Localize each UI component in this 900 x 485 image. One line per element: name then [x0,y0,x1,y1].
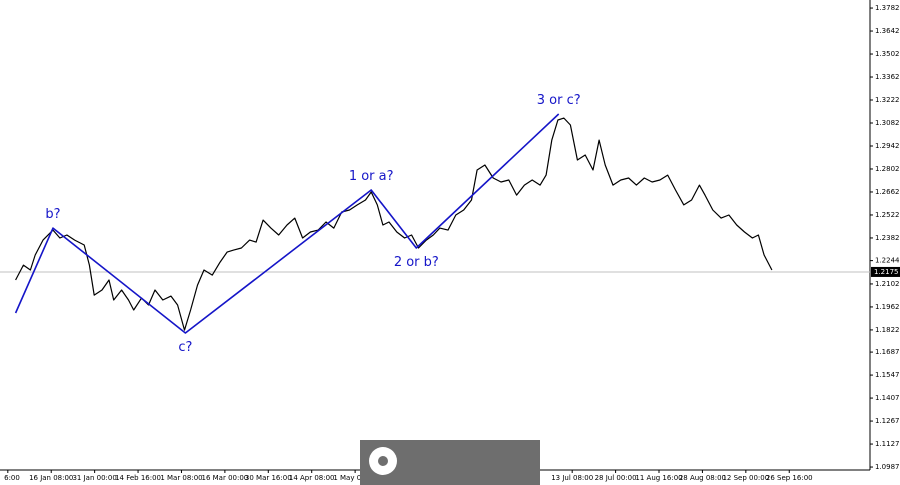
y-tick-label: 1.2244 [875,257,900,265]
wave-label: 2 or b? [394,255,439,270]
wave-label: 3 or c? [537,93,581,108]
price-line [15,117,773,331]
watermark [360,440,540,485]
y-tick-label: 1.3362 [875,73,900,81]
x-tick-label: 1 Mar 08:00 [160,474,202,482]
x-tick-label: 1 May 00:00 [333,474,377,482]
x-tick-label: 31 Jan 00:00 [72,474,116,482]
y-tick-label: 1.1962 [875,303,900,311]
y-tick-label: 1.3502 [875,50,900,58]
x-tick-label: 14 Feb 16:00 [115,474,161,482]
x-tick-label: 14 Apr 08:00 [289,474,335,482]
current-price-label: 1.2175 [874,268,899,276]
y-tick-label: 1.1127 [875,440,900,448]
logo-icon-hole [378,456,388,466]
y-tick-label: 1.1407 [875,394,900,402]
y-tick-label: 1.2942 [875,142,900,150]
x-tick-label: 12 Sep 00:00 [722,474,769,482]
y-tick-label: 1.3782 [875,4,900,12]
x-tick-label: 30 Mar 16:00 [245,474,292,482]
y-tick-label: 1.3642 [875,27,900,35]
current-price-box [871,266,900,277]
wave-line [14,113,560,334]
x-tick-label: 6:00 [4,474,20,482]
x-tick-label: 11 Aug 16:00 [635,474,682,482]
y-tick-label: 1.2102 [875,280,900,288]
wave-label: b? [45,207,60,222]
wave-label: c? [178,340,192,355]
y-tick-label: 1.1267 [875,417,900,425]
y-tick-label: 1.3222 [875,96,900,104]
x-tick-label: 13 Jul 08:00 [551,474,593,482]
x-tick-label: 16 Jan 08:00 [29,474,73,482]
x-tick-label: 16 Mar 00:00 [202,474,249,482]
y-tick-label: 1.2662 [875,188,900,196]
y-tick-label: 1.2802 [875,165,900,173]
y-tick-label: 1.3082 [875,119,900,127]
x-tick-label: 26 Sep 16:00 [766,474,813,482]
y-tick-label: 1.1547 [875,371,900,379]
y-tick-label: 1.1687 [875,348,900,356]
y-tick-label: 1.0987 [875,463,900,471]
x-tick-label: 28 Aug 08:00 [679,474,726,482]
y-tick-label: 1.2522 [875,211,900,219]
x-tick-label: 28 Jul 00:00 [595,474,637,482]
wave-label: 1 or a? [349,169,394,184]
y-tick-label: 1.2382 [875,234,900,242]
y-tick-label: 1.1822 [875,326,900,334]
